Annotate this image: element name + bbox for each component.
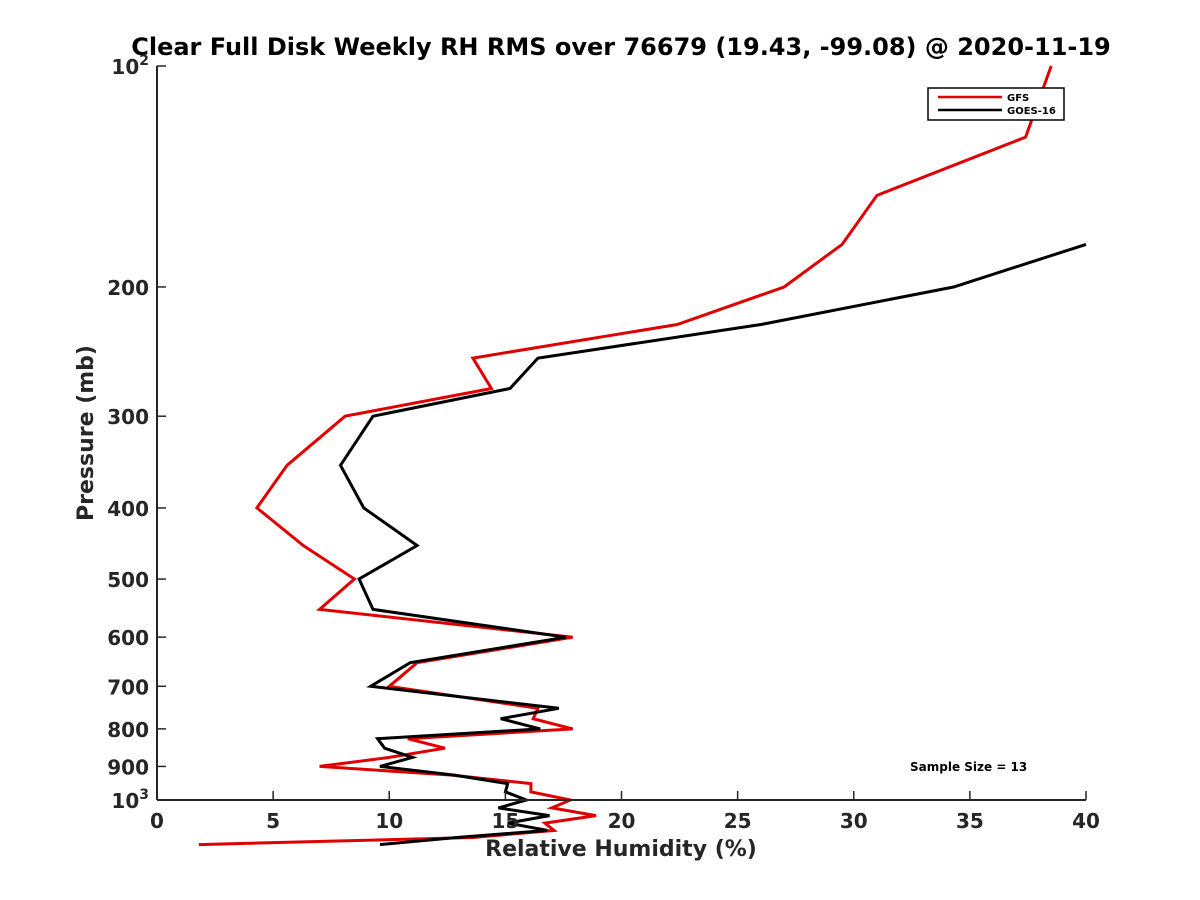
plot-lines (198, 65, 1087, 847)
axes (156, 66, 1086, 801)
y-tick-label: 400 (107, 497, 149, 521)
y-ticks: 102 200 300 400 500 600 700 800 900 103 (107, 53, 166, 813)
x-tick-label: 10 (375, 809, 403, 833)
legend-label-gfs: GFS (1007, 93, 1029, 104)
x-tick-label: 20 (608, 809, 636, 833)
chart-title: Clear Full Disk Weekly RH RMS over 76679… (131, 33, 1111, 61)
legend-box (927, 87, 1065, 121)
x-ticks: 0 5 10 15 20 25 30 35 40 (150, 791, 1100, 833)
y-axis-label: Pressure (mb) (74, 345, 99, 521)
series-line-gfs (198, 65, 1053, 847)
y-tick-label: 600 (107, 626, 149, 650)
x-tick-label: 40 (1072, 809, 1100, 833)
x-tick-label: 5 (266, 809, 280, 833)
y-tick-label: 102 (111, 53, 149, 79)
y-tick-label: 700 (107, 675, 149, 699)
y-tick-label: 800 (107, 718, 149, 742)
sample-size-annotation: Sample Size = 13 (910, 760, 1027, 774)
y-tick-label: 200 (107, 276, 149, 300)
x-tick-label: 35 (956, 809, 984, 833)
y-tick-label: 103 (111, 787, 149, 813)
x-tick-label: 0 (150, 809, 164, 833)
x-axis-label: Relative Humidity (%) (485, 837, 757, 862)
x-tick-label: 30 (840, 809, 868, 833)
y-tick-label: 500 (107, 568, 149, 592)
legend-label-goes16: GOES-16 (1007, 106, 1056, 117)
y-tick-label: 900 (107, 755, 149, 779)
legend: GFS GOES-16 (927, 87, 1065, 121)
x-tick-label: 25 (724, 809, 752, 833)
series-line-goes16 (338, 242, 1087, 847)
x-tick-label: 15 (491, 809, 519, 833)
y-tick-label: 300 (107, 405, 149, 429)
